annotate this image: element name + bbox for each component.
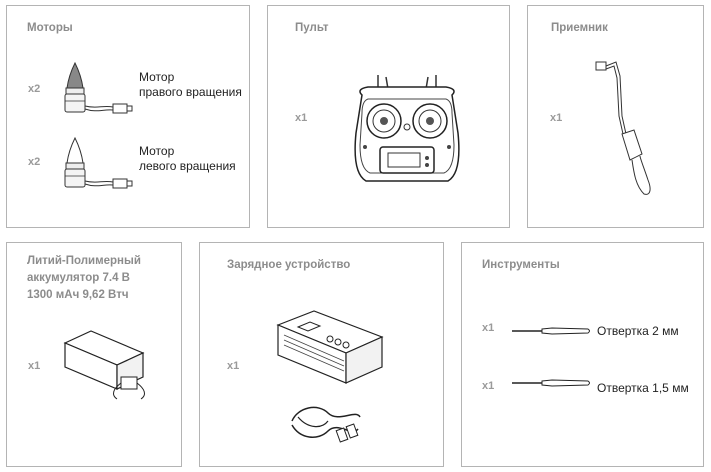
- battery-qty: x1: [28, 360, 41, 372]
- motor-right-qty: x2: [28, 83, 41, 95]
- battery-title-line-1: Литий-Полимерный: [27, 255, 141, 267]
- charger-title: Зарядное устройство: [227, 259, 351, 271]
- screwdriver-1-5mm-label: Отвертка 1,5 мм: [597, 381, 689, 395]
- receiver-qty: x1: [550, 112, 563, 124]
- motors-title: Моторы: [27, 22, 73, 34]
- motor-right-label-2: правого вращения: [139, 85, 242, 99]
- charger-cable-image: [288, 399, 364, 447]
- screwdriver-2mm-qty: x1: [482, 322, 495, 334]
- charger-qty: x1: [227, 360, 240, 372]
- charger-image: [274, 307, 386, 391]
- screwdriver-2mm-label: Отвертка 2 мм: [597, 324, 679, 338]
- battery-title-line-3: 1300 мАч 9,62 Втч: [27, 289, 129, 301]
- battery-image: [61, 327, 157, 407]
- screwdriver-1-5mm-qty: x1: [482, 380, 495, 392]
- motor-left-image: [57, 136, 137, 196]
- screwdriver-1-5mm-image: [512, 379, 592, 387]
- tools-title: Инструменты: [482, 259, 560, 271]
- remote-title: Пульт: [295, 22, 329, 34]
- battery-card: Литий-Полимерный аккумулятор 7.4 В 1300 …: [6, 242, 182, 467]
- screwdriver-2mm-image: [512, 327, 592, 335]
- motor-left-qty: x2: [28, 156, 41, 168]
- remote-qty: x1: [295, 112, 308, 124]
- battery-title-line-2: аккумулятор 7.4 В: [27, 272, 130, 284]
- motor-right-label-1: Мотор: [139, 70, 175, 84]
- remote-card: Пульт x1: [267, 5, 510, 228]
- motor-right-image: [57, 61, 137, 121]
- motor-left-label-1: Мотор: [139, 144, 175, 158]
- motors-card: Моторы x2 Мотор правого вращения x2 Мото…: [6, 5, 250, 228]
- receiver-image: [588, 56, 678, 206]
- tools-card: Инструменты x1 Отвертка 2 мм x1 Отвертка…: [461, 242, 704, 467]
- remote-controller-image: [348, 73, 466, 191]
- motor-left-label-2: левого вращения: [139, 159, 236, 173]
- receiver-title: Приемник: [551, 22, 608, 34]
- receiver-card: Приемник x1: [527, 5, 704, 228]
- charger-card: Зарядное устройство x1: [199, 242, 444, 467]
